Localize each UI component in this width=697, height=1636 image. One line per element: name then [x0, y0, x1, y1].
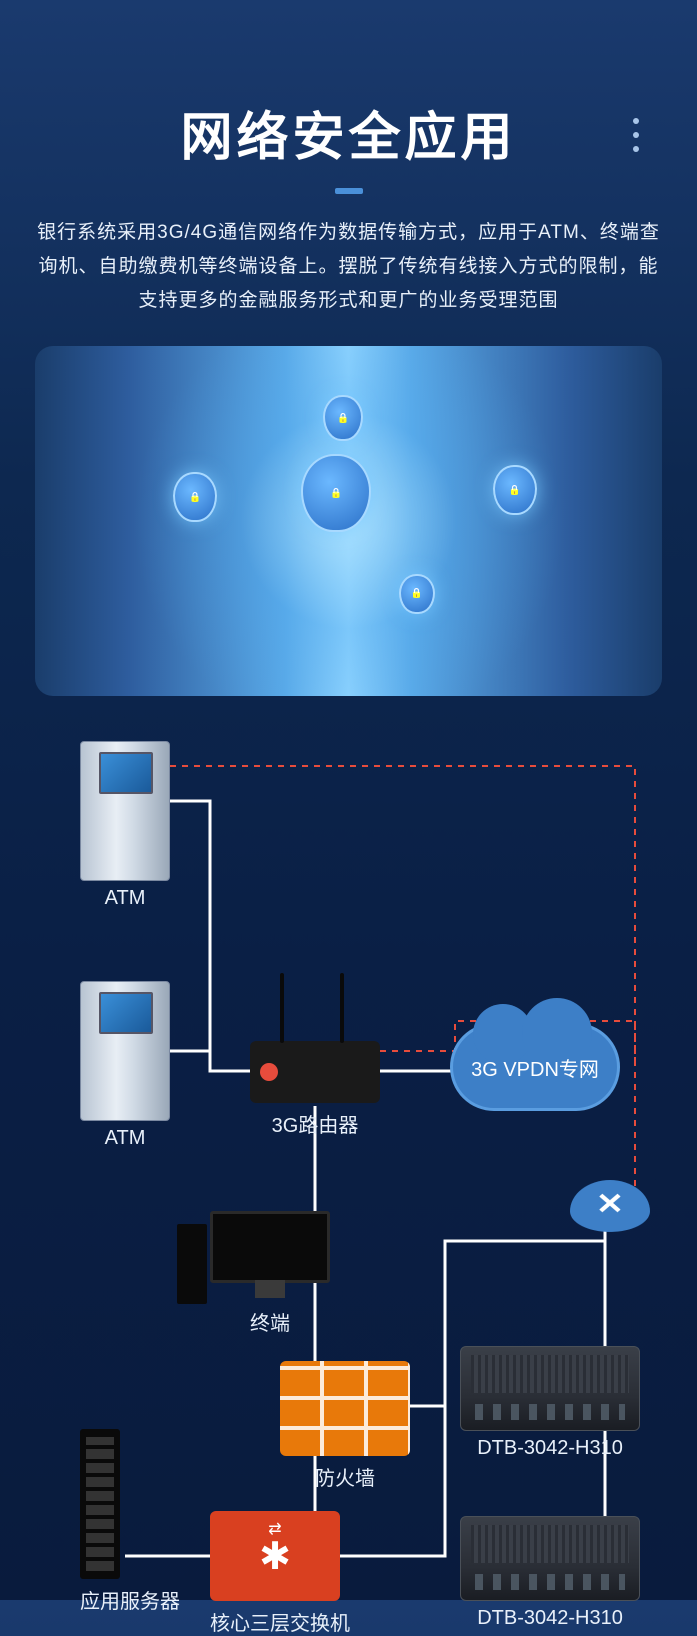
shield-icon	[173, 472, 217, 522]
node-label: 终端	[210, 1307, 330, 1336]
cloud-icon: 3G VPDN专网	[450, 1023, 620, 1111]
title-divider	[335, 188, 363, 194]
node-label: ATM	[80, 887, 170, 910]
device-node-2: DTB-3042-H310	[460, 1516, 640, 1630]
network-hub-node	[570, 1176, 650, 1236]
atm-icon	[80, 741, 170, 881]
page-title: 网络安全应用	[0, 95, 697, 170]
device-node-1: DTB-3042-H310	[460, 1346, 640, 1460]
network-diagram: ATM ATM 3G路由器 3G VPDN专网 终端 防火墙 DTB-3042-…	[40, 741, 657, 1591]
switch-node: ✱ 核心三层交换机	[210, 1511, 350, 1636]
server-node: 应用服务器	[80, 1429, 180, 1614]
header-section: 网络安全应用 银行系统采用3G/4G通信网络作为数据传输方式，应用于ATM、终端…	[0, 0, 697, 318]
hero-security-image	[35, 346, 662, 696]
device-icon	[460, 1346, 640, 1431]
server-icon	[80, 1429, 120, 1579]
node-label: 核心三层交换机	[210, 1607, 350, 1636]
device-icon	[460, 1516, 640, 1601]
atm-node-1: ATM	[80, 741, 170, 910]
cloud-label: 3G VPDN专网	[471, 1053, 599, 1082]
shield-icon	[399, 574, 435, 614]
shield-icon	[493, 465, 537, 515]
firewall-icon	[280, 1361, 410, 1456]
router-node: 3G路由器	[250, 1041, 380, 1138]
pc-icon	[210, 1211, 330, 1283]
cloud-node: 3G VPDN专网	[450, 1023, 620, 1111]
atm-icon	[80, 981, 170, 1121]
atm-node-2: ATM	[80, 981, 170, 1150]
shield-icon	[301, 454, 371, 532]
switch-icon: ✱	[210, 1511, 340, 1601]
router-icon	[250, 1041, 380, 1103]
page-description: 银行系统采用3G/4G通信网络作为数据传输方式，应用于ATM、终端查询机、自助缴…	[0, 216, 697, 318]
node-label: DTB-3042-H310	[460, 1437, 640, 1460]
node-label: ATM	[80, 1127, 170, 1150]
shield-icon	[323, 395, 363, 441]
node-label: 3G路由器	[250, 1109, 380, 1138]
node-label: DTB-3042-H310	[460, 1607, 640, 1630]
node-label: 防火墙	[280, 1462, 410, 1491]
terminal-node: 终端	[210, 1211, 330, 1336]
network-hub-icon	[570, 1180, 650, 1232]
menu-dots-icon[interactable]	[633, 118, 639, 152]
firewall-node: 防火墙	[280, 1361, 410, 1491]
